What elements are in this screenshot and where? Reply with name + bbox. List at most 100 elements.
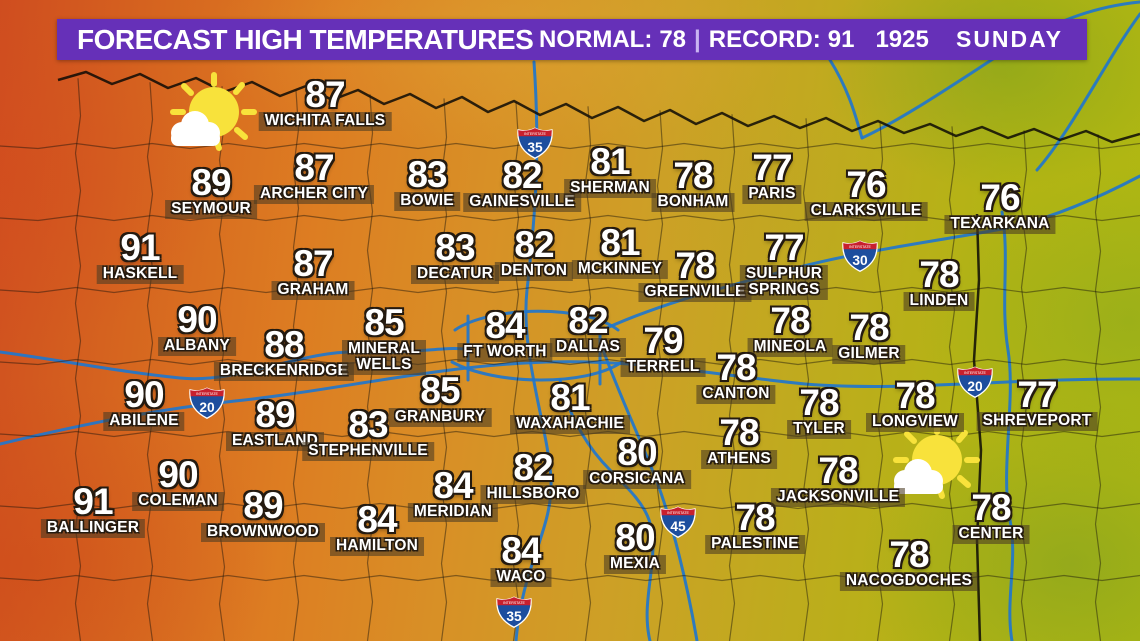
city-temp: 85 — [364, 302, 404, 343]
state-border-lines — [57, 70, 1140, 641]
city-marker: 82 GAINESVILLE — [463, 155, 581, 212]
svg-text:35: 35 — [506, 609, 522, 624]
interstate-shield: INTERSTATE 20 — [957, 366, 993, 403]
city-name: WACO — [490, 568, 552, 587]
city-temp: 83 — [348, 404, 388, 445]
city-marker: 88 BRECKENRIDGE — [213, 326, 355, 381]
city-temp: 89 — [255, 394, 295, 435]
city-marker: 83 BOWIE — [394, 154, 460, 211]
city-marker: 89 BROWNWOOD — [200, 487, 326, 542]
city-name: ATHENS — [701, 450, 777, 469]
svg-text:20: 20 — [199, 400, 215, 415]
city-name: NACOGDOCHES — [839, 572, 979, 591]
city-name: WAXAHACHIE — [510, 415, 630, 434]
svg-text:45: 45 — [670, 519, 686, 534]
city-name: WICHITA FALLS — [258, 112, 392, 131]
city-marker: 90 ABILENE — [103, 376, 185, 431]
city-temp: 78 — [971, 487, 1011, 528]
city-marker: 81 SHERMAN — [564, 143, 656, 198]
svg-text:20: 20 — [967, 379, 983, 394]
city-temp: 82 — [514, 224, 554, 265]
city-name: GILMER — [832, 345, 906, 364]
city-temp: 78 — [818, 450, 858, 491]
city-marker: 77 SULPHUR SPRINGS — [739, 229, 829, 300]
mostly-sunny-icon — [157, 72, 257, 172]
separator: | — [694, 25, 701, 53]
city-temp: 82 — [568, 300, 608, 341]
city-marker: 87 GRAHAM — [271, 243, 355, 300]
city-temp: 81 — [600, 222, 640, 263]
city-name: BOWIE — [394, 192, 460, 211]
city-marker: 78 TYLER — [787, 384, 851, 439]
city-marker: 85 MINERAL WELLS — [341, 302, 427, 375]
city-name: LINDEN — [903, 292, 975, 311]
city-temp: 78 — [849, 307, 889, 348]
normal-value: 78 — [659, 25, 687, 53]
city-marker: 90 COLEMAN — [132, 454, 224, 511]
city-temp: 82 — [502, 155, 542, 196]
city-name: BALLINGER — [40, 519, 146, 538]
city-name: JACKSONVILLE — [770, 488, 906, 507]
interstate-shield: INTERSTATE 30 — [842, 240, 878, 277]
city-marker: 87 ARCHER CITY — [253, 147, 375, 204]
city-temp: 84 — [501, 530, 541, 571]
city-marker: 80 CORSICANA — [583, 434, 691, 489]
city-marker: 83 DECATUR — [410, 229, 500, 284]
city-marker: 81 MCKINNEY — [571, 222, 669, 279]
city-marker: 78 LONGVIEW — [866, 377, 964, 432]
city-marker: 77 SHREVEPORT — [976, 376, 1098, 431]
normal-record-stats: NORMAL: 78 | RECORD: 91 1925 — [539, 26, 929, 54]
city-marker: 85 GRANBURY — [388, 370, 492, 427]
city-temp: 85 — [420, 370, 460, 411]
city-temp: 76 — [980, 177, 1020, 218]
city-temp: 81 — [550, 377, 590, 418]
city-marker: 76 TEXARKANA — [944, 177, 1056, 234]
city-marker: 78 ATHENS — [701, 414, 777, 469]
city-marker: 78 LINDEN — [903, 256, 975, 311]
city-marker: 76 CLARKSVILLE — [804, 166, 928, 221]
city-name: HASKELL — [96, 265, 184, 284]
city-marker: 79 TERRELL — [620, 322, 706, 377]
city-name: CENTER — [952, 525, 1030, 544]
city-name: MINEOLA — [747, 338, 833, 357]
city-temp: 91 — [73, 481, 113, 522]
city-temp: 78 — [716, 347, 756, 388]
city-marker: 78 GREENVILLE — [638, 247, 752, 302]
city-name: EASTLAND — [226, 432, 324, 451]
city-name: GREENVILLE — [638, 283, 752, 302]
city-marker: 84 MERIDIAN — [407, 467, 499, 522]
city-marker: 91 HASKELL — [96, 227, 184, 284]
city-temp: 87 — [294, 147, 334, 188]
city-name: ALBANY — [158, 337, 236, 356]
city-marker: 82 DALLAS — [549, 300, 627, 357]
city-name: DENTON — [494, 262, 574, 281]
city-name: TERRELL — [620, 358, 706, 377]
city-marker: 83 STEPHENVILLE — [302, 404, 434, 461]
city-temp: 90 — [158, 454, 198, 495]
city-name: DALLAS — [549, 338, 627, 357]
city-name: BONHAM — [651, 193, 735, 212]
record-year: 1925 — [875, 25, 929, 53]
city-marker: 78 JACKSONVILLE — [770, 450, 906, 507]
city-name: GAINESVILLE — [463, 193, 581, 212]
svg-text:INTERSTATE: INTERSTATE — [196, 392, 218, 396]
city-name: ABILENE — [103, 412, 185, 431]
city-name: FT WORTH — [457, 343, 553, 362]
city-name: STEPHENVILLE — [302, 442, 434, 461]
city-name: LONGVIEW — [866, 413, 964, 432]
city-marker: 84 HAMILTON — [330, 501, 424, 556]
city-name: SULPHUR SPRINGS — [739, 265, 829, 300]
city-name: PALESTINE — [705, 535, 805, 554]
city-temp: 80 — [615, 517, 655, 558]
city-name: CANTON — [696, 385, 776, 404]
header-bar: FORECAST HIGH TEMPERATURES NORMAL: 78 | … — [57, 19, 1087, 60]
city-temp: 91 — [120, 227, 160, 268]
city-name: TYLER — [787, 420, 851, 439]
interstate-shield: INTERSTATE 35 — [517, 127, 553, 164]
svg-text:30: 30 — [852, 253, 868, 268]
city-name: DECATUR — [410, 265, 500, 284]
city-temp: 87 — [293, 243, 333, 284]
city-temp: 83 — [407, 154, 447, 195]
city-marker: 91 BALLINGER — [40, 481, 146, 538]
